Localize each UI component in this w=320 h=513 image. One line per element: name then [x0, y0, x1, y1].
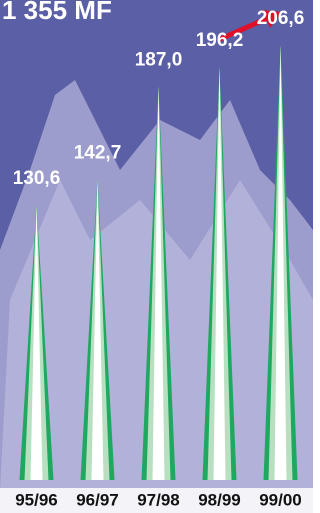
x-tick-label: 98/99: [198, 490, 241, 509]
chart: 1 355 MF 130,6 95/96 142,7 96/97 187,0 97/98 1…: [0, 0, 313, 513]
value-label: 130,6: [13, 168, 61, 189]
value-label: 142,7: [74, 143, 122, 164]
value-label: 206,6: [257, 8, 305, 29]
value-label: 196,2: [196, 30, 244, 51]
x-tick-label: 95/96: [15, 490, 58, 509]
value-label: 187,0: [135, 49, 183, 70]
chart-title: 1 355 MF: [2, 0, 112, 25]
x-tick-label: 99/00: [259, 490, 302, 509]
x-tick-label: 97/98: [137, 490, 180, 509]
x-tick-label: 96/97: [76, 490, 119, 509]
